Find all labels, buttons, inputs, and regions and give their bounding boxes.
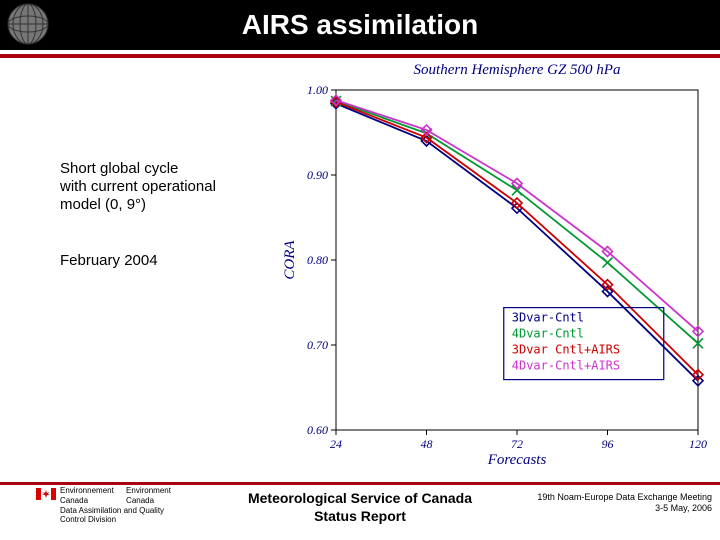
ytick-label: 1.00 [307,83,328,97]
legend-item: 3Dvar Cntl+AIRS [512,343,620,357]
series-line [336,100,698,331]
chart-ylabel: CORA [282,240,298,280]
ytick-label: 0.60 [307,423,328,437]
description-line-1: Short global cycle [60,160,178,177]
footer-meeting-1: 19th Noam-Europe Data Exchange Meeting [537,492,712,502]
chart-xlabel: Forecasts [487,452,547,468]
xtick-label: 120 [689,437,707,451]
header-bar: AIRS assimilation [0,0,720,50]
footer-rule [0,482,720,485]
chart-frame [336,90,698,430]
ytick-label: 0.70 [307,338,328,352]
ytick-label: 0.90 [307,168,328,182]
chart-title: Southern Hemisphere GZ 500 hPa [414,62,621,78]
xtick-label: 24 [330,437,342,451]
description-date: February 2004 [60,252,158,269]
cora-chart: Southern Hemisphere GZ 500 hPa 0.60 0.70 0.… [278,58,710,468]
legend-item: 4Dvar-Cntl+AIRS [512,359,620,373]
xtick-label: 96 [602,437,614,451]
page-title: AIRS assimilation [0,0,720,50]
xtick-label: 48 [421,437,433,451]
description-line-3: model (0, 9°) [60,196,146,213]
slide-root: AIRS assimilation Short global cycle wit… [0,0,720,540]
footer-meeting-2: 3-5 May, 2006 [655,503,712,513]
series-line [336,101,698,343]
xtick-label: 72 [511,437,523,451]
legend-item: 3Dvar-Cntl [512,311,584,325]
legend-item: 4Dvar-Cntl [512,327,584,341]
description-line-2: with current operational [60,178,216,195]
ytick-label: 0.80 [307,253,328,267]
footer-meeting: 19th Noam-Europe Data Exchange Meeting 3… [537,492,712,514]
